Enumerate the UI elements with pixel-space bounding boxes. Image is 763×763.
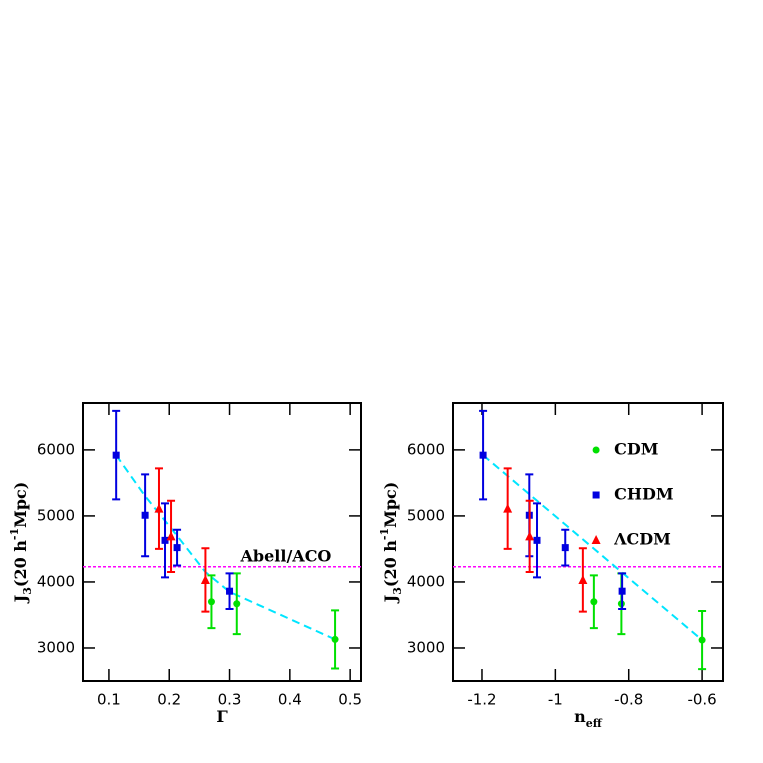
y-tick-label: 5000: [37, 506, 75, 524]
point: [698, 636, 706, 644]
point: [173, 544, 181, 552]
point: [590, 598, 598, 606]
axis-label-part: (20 h: [381, 540, 400, 587]
axis-label-part: Γ: [216, 707, 228, 726]
axis-label-part: Mpc): [11, 482, 30, 528]
legend-marker: [591, 535, 601, 544]
point: [618, 587, 626, 595]
point: [200, 574, 210, 584]
point: [525, 531, 535, 541]
axis-label-part: n: [574, 707, 586, 726]
plot-frame: [82, 402, 362, 682]
axis-label-part: -1: [8, 528, 21, 540]
legend-label: CDM: [614, 440, 658, 459]
plot-frame: [452, 402, 724, 682]
x-tick-label: 0.2: [157, 691, 181, 709]
axis-label-part: (20 h: [11, 540, 30, 587]
x-tick-label: 0.3: [218, 691, 242, 709]
x-tick-label: 0.5: [338, 691, 362, 709]
axis-label-part: eff: [586, 717, 603, 730]
x-tick-label: 0.4: [278, 691, 302, 709]
point: [166, 531, 176, 541]
y-tick-label: 3000: [37, 638, 75, 656]
axis-label-part: 3: [391, 587, 404, 595]
point: [561, 544, 569, 552]
y-tick-label: 6000: [407, 440, 445, 458]
axis-label-part: -1: [378, 528, 391, 540]
axis-label-part: J: [11, 595, 30, 605]
y-tick-label: 3000: [407, 638, 445, 656]
legend-marker: [592, 446, 600, 454]
point: [578, 574, 588, 584]
point: [154, 503, 164, 513]
axis-label: Γ: [216, 707, 228, 726]
x-tick-label: -1: [548, 691, 563, 709]
legend-label: CHDM: [614, 485, 673, 504]
legend-label: ΛCDM: [613, 530, 671, 549]
point: [141, 511, 149, 519]
fit-line: [482, 454, 703, 641]
point: [161, 536, 169, 544]
point: [233, 600, 241, 608]
axis-label: neff: [574, 707, 603, 730]
point: [331, 635, 339, 643]
point: [503, 503, 513, 513]
axis-label: J3(20 h-1Mpc): [378, 482, 404, 605]
point: [112, 451, 120, 459]
legend-marker: [592, 491, 600, 499]
point: [479, 451, 487, 459]
y-tick-label: 4000: [37, 572, 75, 590]
point: [207, 598, 215, 606]
axis-label-part: 3: [21, 587, 34, 595]
y-tick-label: 6000: [37, 440, 75, 458]
x-tick-label: 0.1: [97, 691, 121, 709]
y-tick-label: 5000: [407, 506, 445, 524]
x-tick-label: -0.6: [687, 691, 716, 709]
annotation: Abell/ACO: [240, 546, 332, 565]
axis-label: J3(20 h-1Mpc): [8, 482, 34, 605]
x-tick-label: -1.2: [467, 691, 496, 709]
x-tick-label: -0.8: [614, 691, 643, 709]
fit-line: [115, 454, 336, 641]
y-tick-label: 4000: [407, 572, 445, 590]
point: [226, 587, 234, 595]
axis-label-part: Mpc): [381, 482, 400, 528]
point: [533, 536, 541, 544]
axis-label-part: J: [381, 595, 400, 605]
